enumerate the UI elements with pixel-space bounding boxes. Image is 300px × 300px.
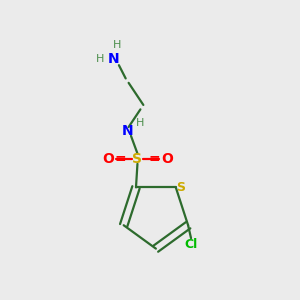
- Text: H: H: [113, 40, 121, 50]
- Text: =: =: [115, 152, 126, 167]
- Text: N: N: [121, 124, 133, 138]
- Text: =: =: [149, 152, 160, 167]
- Text: S: S: [133, 152, 142, 167]
- Text: H: H: [96, 54, 104, 64]
- Text: S: S: [177, 181, 186, 194]
- Text: H: H: [136, 118, 144, 128]
- Text: O: O: [161, 152, 173, 167]
- Text: O: O: [102, 152, 114, 167]
- Text: Cl: Cl: [184, 238, 198, 251]
- Text: N: N: [108, 52, 120, 66]
